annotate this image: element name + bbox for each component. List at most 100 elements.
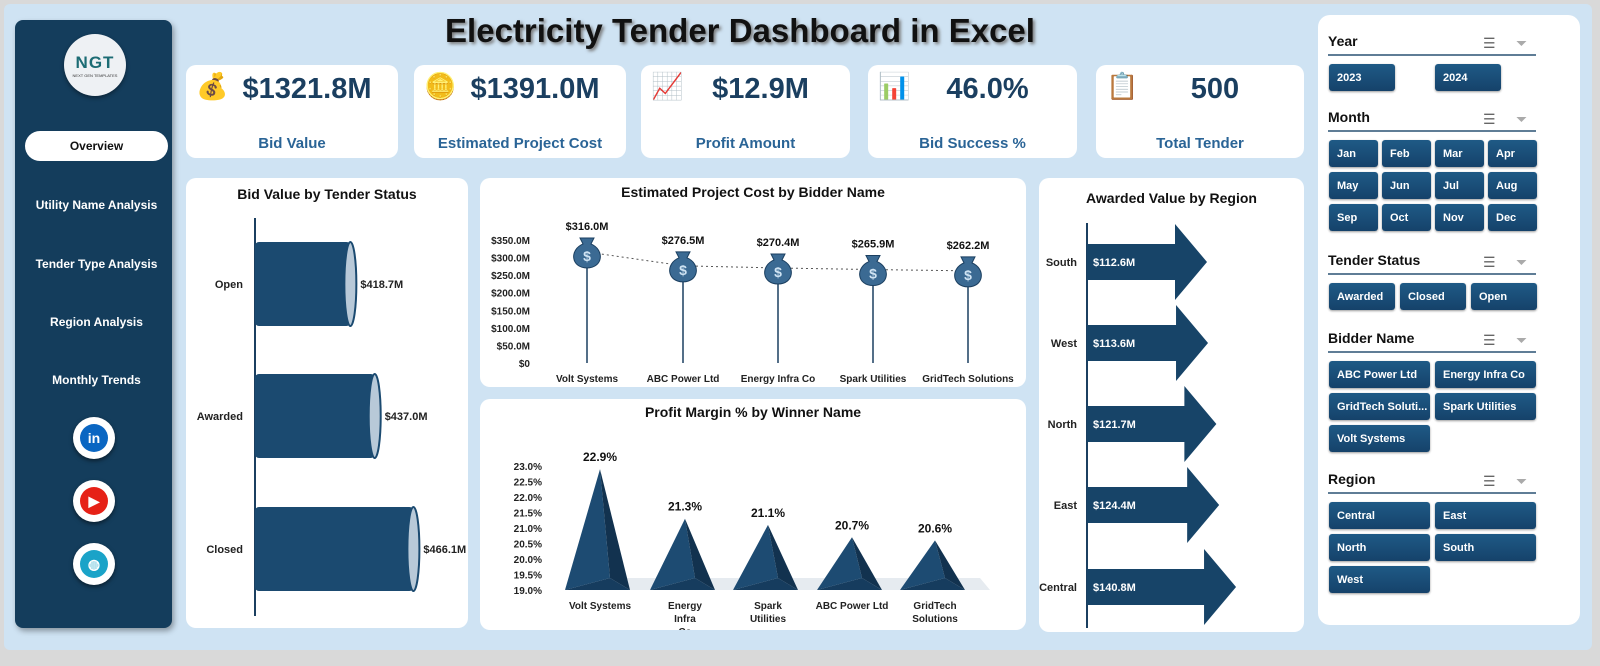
y-tick: $50.0M (497, 341, 530, 352)
pyramid-side (852, 537, 882, 590)
y-tick: 21.0% (514, 524, 542, 535)
linkedin-button[interactable]: in (73, 417, 115, 459)
slicer-item-volt-systems[interactable]: Volt Systems (1329, 425, 1430, 452)
nav-utility-name-analysis[interactable]: Utility Name Analysis (35, 198, 158, 212)
slicer-item-2024[interactable]: 2024 (1435, 64, 1501, 91)
y-tick: 21.5% (514, 509, 542, 520)
slicer-item-gridtech-soluti-[interactable]: GridTech Soluti... (1329, 393, 1430, 420)
slicer-item-closed[interactable]: Closed (1400, 283, 1466, 310)
multi-select-icon[interactable]: ☰ (1483, 332, 1496, 348)
slicer-item-aug[interactable]: Aug (1488, 172, 1537, 199)
data-label: $437.0M (385, 411, 428, 423)
slicer-item-energy-infra-co[interactable]: Energy Infra Co (1435, 361, 1536, 388)
clear-filter-icon[interactable]: ⏷ (1516, 473, 1528, 489)
slicer-item-abc-power-ltd[interactable]: ABC Power Ltd (1329, 361, 1430, 388)
clear-filter-icon[interactable]: ⏷ (1516, 35, 1528, 51)
chart-title: Estimated Project Cost by Bidder Name (621, 184, 885, 200)
slicer-item-spark-utilities[interactable]: Spark Utilities (1435, 393, 1536, 420)
data-label: 21.3% (668, 500, 702, 514)
slicer-item-west[interactable]: West (1329, 566, 1430, 593)
dollar-sign: $ (583, 248, 591, 264)
slicer-item-south[interactable]: South (1435, 534, 1536, 561)
slicer-item-awarded[interactable]: Awarded (1329, 283, 1395, 310)
slicer-title: Month (1328, 109, 1536, 132)
slicer-item-oct[interactable]: Oct (1382, 204, 1431, 231)
nav-overview[interactable]: Overview (25, 131, 168, 161)
nav-tender-type-analysis[interactable]: Tender Type Analysis (35, 257, 158, 271)
slicer-item-2023[interactable]: 2023 (1329, 64, 1395, 91)
slicer-item-east[interactable]: East (1435, 502, 1536, 529)
kpi-label: Total Tender (1156, 135, 1244, 152)
category-label: Open (215, 279, 243, 291)
y-tick: $350.0M (491, 236, 530, 247)
slicer-item-north[interactable]: North (1329, 534, 1430, 561)
y-tick: $250.0M (491, 271, 530, 282)
data-label: $112.6M (1093, 257, 1135, 269)
y-tick: $0 (519, 359, 531, 370)
category-label: Volt Systems (556, 374, 618, 385)
data-label: 21.1% (751, 506, 785, 520)
pyramid-base (817, 578, 882, 590)
arrow-bar-south (1087, 224, 1207, 300)
slicer-item-dec[interactable]: Dec (1488, 204, 1537, 231)
y-tick: 23.0% (514, 462, 542, 473)
category-label: Utilities (750, 614, 787, 625)
slicer-item-jul[interactable]: Jul (1435, 172, 1484, 199)
slicer-item-jun[interactable]: Jun (1382, 172, 1431, 199)
document-check-icon: 📋 (1106, 71, 1139, 101)
kpi-card: 📈 $12.9M Profit Amount (641, 65, 850, 158)
slicer-item-may[interactable]: May (1329, 172, 1378, 199)
globe-icon: ◍ (80, 550, 108, 578)
slicer-panel: Year ☰ ⏷ 2023 2024 Month ☰ ⏷ Jan Feb Mar Apr May Jun J… (1318, 15, 1580, 625)
category-label: GridTech (913, 601, 956, 612)
globe-button[interactable]: ◍ (73, 543, 115, 585)
category-label: Volt Systems (569, 601, 631, 612)
nav-monthly-trends[interactable]: Monthly Trends (52, 373, 141, 387)
arrow-bar-central (1087, 549, 1237, 625)
money-bag-icon (669, 251, 697, 283)
pyramid-base (565, 578, 630, 590)
kpi-card: 🪙 $1391.0M Estimated Project Cost (414, 65, 626, 158)
multi-select-icon[interactable]: ☰ (1483, 111, 1496, 127)
chart-title: Awarded Value by Region (1086, 190, 1257, 206)
data-label: 20.6% (918, 521, 952, 535)
slicer-item-feb[interactable]: Feb (1382, 140, 1431, 167)
data-label: 20.7% (835, 518, 869, 532)
slicer-item-central[interactable]: Central (1329, 502, 1430, 529)
data-label: $466.1M (423, 544, 466, 556)
y-tick: $300.0M (491, 254, 530, 265)
slicer-item-sep[interactable]: Sep (1329, 204, 1378, 231)
y-tick: $100.0M (491, 324, 530, 335)
kpi-card: 📋 500 Total Tender (1096, 65, 1304, 158)
linkedin-icon: in (80, 424, 108, 452)
kpi-value: $1391.0M (470, 73, 600, 105)
clear-filter-icon[interactable]: ⏷ (1516, 111, 1528, 127)
kpi-label: Bid Value (258, 135, 326, 152)
data-label: $316.0M (566, 221, 609, 233)
category-label: Co (678, 627, 691, 630)
youtube-button[interactable]: ▶ (73, 480, 115, 522)
kpi-label: Bid Success % (919, 135, 1026, 152)
slicer-item-apr[interactable]: Apr (1488, 140, 1537, 167)
clear-filter-icon[interactable]: ⏷ (1516, 332, 1528, 348)
bar-awarded (255, 374, 375, 458)
category-label: Awarded (197, 411, 243, 423)
profit-growth-icon: 📈 (651, 71, 684, 101)
multi-select-icon[interactable]: ☰ (1483, 35, 1496, 51)
category-label: Closed (206, 544, 243, 556)
chart-title: Bid Value by Tender Status (237, 186, 417, 202)
bar-closed (255, 507, 414, 591)
data-label: $124.4M (1093, 500, 1136, 512)
category-label: West (1051, 338, 1077, 350)
chart-profit-margin-by-winner: Profit Margin % by Winner Name 19.0% 19.5… (480, 399, 1026, 630)
slicer-item-open[interactable]: Open (1471, 283, 1537, 310)
multi-select-icon[interactable]: ☰ (1483, 473, 1496, 489)
category-label: Solutions (912, 614, 958, 625)
slicer-item-jan[interactable]: Jan (1329, 140, 1378, 167)
slicer-item-mar[interactable]: Mar (1435, 140, 1484, 167)
slicer-item-nov[interactable]: Nov (1435, 204, 1484, 231)
multi-select-icon[interactable]: ☰ (1483, 254, 1496, 270)
money-bag-icon (573, 237, 601, 269)
nav-region-analysis[interactable]: Region Analysis (50, 315, 143, 329)
clear-filter-icon[interactable]: ⏷ (1516, 254, 1528, 270)
